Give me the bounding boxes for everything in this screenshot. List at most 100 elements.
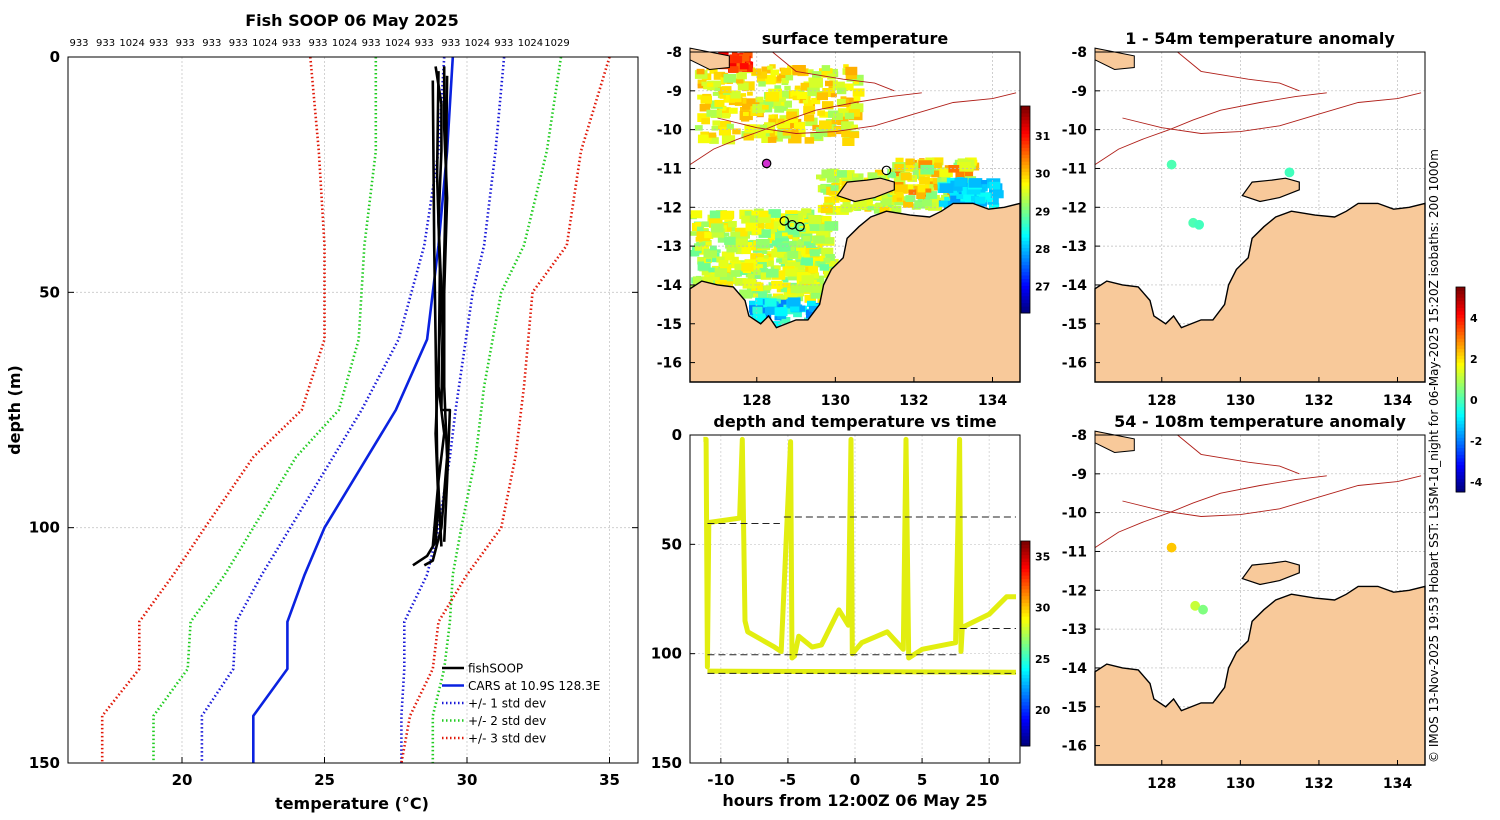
sst-pixel [709,137,719,144]
sst-pixel [981,180,988,185]
colorbar-segment [1456,317,1465,322]
sst-pixel [955,171,965,178]
sst-pixel [719,94,726,99]
sst-pixel [703,84,711,90]
isobath-1000m [689,92,922,165]
colorbar-segment [1456,379,1465,384]
sst-pixel [708,218,723,228]
map-ytick-label: -15 [657,317,682,333]
colorbar-segment [1021,640,1030,644]
sst-pixel [840,204,852,213]
profile-top-label: 933 [415,38,434,49]
sst-pixel [765,219,779,229]
sst-pixel [712,91,719,96]
sst-pixel [697,226,704,232]
colorbar-tick-label: 25 [1035,653,1050,666]
sst-pixel [802,235,811,242]
sst-pixel [795,259,807,268]
colorbar-segment [1021,616,1030,621]
sst-pixel [822,215,832,223]
sst-pixel [694,246,702,251]
profile-top-label: 1024 [252,38,277,49]
sst-pixel [853,80,859,85]
profile-series-line-1 [200,56,446,763]
sst-pixel [753,313,766,323]
sst-pixel [953,162,959,167]
colorbar-segment [1456,321,1465,326]
sst-pixel [787,297,801,307]
legend-label: +/- 1 std dev [468,697,546,711]
anomaly-point [1194,219,1205,230]
sst-pixel [891,205,902,213]
sst-pixel [787,214,799,223]
sst-pixel [889,190,897,196]
colorbar-segment [1021,554,1030,559]
sst-pixel [739,289,753,299]
colorbar-segment [1021,295,1030,300]
sst-pixel [801,208,812,216]
sst-pixel [694,70,708,79]
colorbar-segment [1021,164,1030,169]
sst-pixel [690,231,697,236]
colorbar-segment [1021,154,1030,159]
depth-trace [703,436,1016,670]
sst-pixel [765,298,773,304]
sst-pixel [880,200,894,210]
colorbar-segment [1021,109,1030,114]
sst-pixel [726,59,737,68]
sst-pixel [830,185,839,191]
colorbar-segment [1021,302,1030,307]
colorbar-segment [1021,199,1030,204]
sst-pixel [987,196,999,205]
sst-pixel [794,87,803,93]
sst-pixel [744,211,752,216]
sst-pixel [894,176,906,185]
colorbar-segment [1021,670,1030,675]
sst-pixel [755,297,769,308]
timeseries-xlabel: hours from 12:00Z 06 May 25 [722,791,987,810]
sst-pixel [817,110,826,116]
colorbar-segment [1456,406,1465,411]
colorbar-segment [1456,375,1465,380]
colorbar-segment [1021,143,1030,148]
colorbar-segment [1021,599,1030,603]
sst-pixel [825,254,835,261]
sst-pixel [887,203,894,208]
map-frame [1094,51,1426,383]
sst-pixel [705,241,712,246]
sst-pixel [766,243,773,248]
sst-pixel [724,236,736,245]
sst-pixel [820,204,833,214]
sst-pixel [719,264,732,273]
sst-pixel [696,231,711,241]
colorbar-tick-label: 30 [1035,602,1051,615]
sst-pixel [847,204,857,211]
sst-pixel [751,128,766,139]
sst-pixel [765,92,779,102]
sst-pixel [817,244,823,248]
map-xtick-label: 128 [742,393,771,409]
sst-pixel [747,210,761,221]
anomaly-colorbar: -4 -2 0 2 4 [1455,286,1483,493]
profile-top-label: 933 [149,38,168,49]
sst-pixel [844,112,855,120]
sst-pixel [778,225,786,231]
sst-pixel [707,82,714,87]
profile-panel: Fish SOOP 06 May 2025 933 933 1024 933 933 93… [5,11,639,813]
sst-pixel [987,197,993,203]
sst-pixel [771,114,778,119]
sst-pixel [950,180,958,186]
sst-pixel [777,118,785,124]
sst-pixel [927,173,933,177]
sst-pixel [826,258,839,268]
map-frame [1094,434,1426,766]
sst-pixel [919,176,930,185]
sst-pixel [747,91,753,96]
map-xtick-label: 128 [1147,776,1176,792]
sst-pixel [746,288,761,298]
map-frame [689,51,1021,383]
colorbar-segment [1456,440,1465,445]
sst-pixel [764,285,772,291]
timeseries-title: depth and temperature vs time [713,412,996,431]
colorbar-tick-label: 29 [1035,205,1050,218]
